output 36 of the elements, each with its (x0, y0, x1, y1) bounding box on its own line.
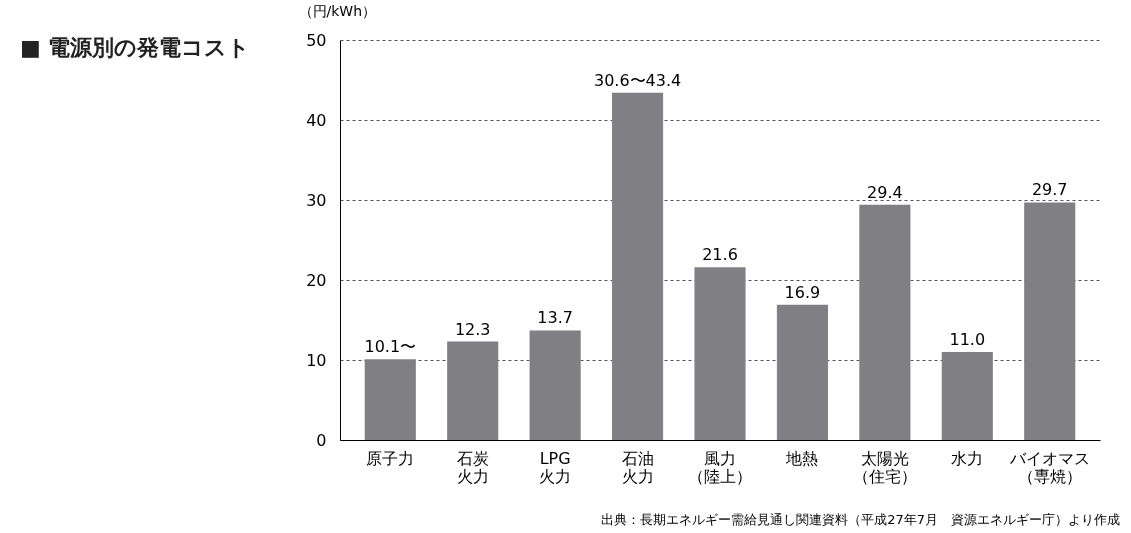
x-tick-label: 原子力 (366, 448, 415, 468)
bar (529, 330, 581, 440)
data-label: 11.0 (949, 330, 986, 349)
data-label: 29.7 (1031, 180, 1068, 200)
y-tick-label: 0 (316, 430, 327, 450)
data-label: 10.1〜 (364, 337, 417, 357)
y-tick-label: 10 (306, 350, 327, 370)
bar (859, 204, 911, 440)
data-label: 13.7 (537, 308, 573, 328)
x-tick-label: 石油火力 (621, 448, 654, 486)
y-tick-label: 40 (306, 110, 327, 130)
bar (447, 341, 499, 440)
y-axis-title: （円/kWh） (298, 2, 377, 19)
data-label: 16.9 (784, 282, 821, 302)
data-label: 30.6〜43.4 (593, 70, 682, 90)
x-tick-label: 風力（陸上） (688, 448, 752, 486)
x-tick-label: バイオマス（専焼） (1008, 448, 1090, 486)
x-tick-label: 石炭火力 (456, 448, 489, 486)
bar (694, 267, 746, 440)
x-tick-label: 太陽光（住宅） (852, 448, 917, 486)
y-tick-label: 30 (306, 190, 327, 210)
x-tick-label: 水力 (951, 448, 984, 468)
text: ■ 電源別の発電コスト (20, 35, 251, 60)
bar (364, 359, 416, 440)
data-label: 12.3 (454, 319, 491, 339)
data-label: 21.6 (702, 245, 738, 265)
source-note: 出典：長期エネルギー需給見通し関連資料（平成27年7月 資源エネルギー庁）より作成 (601, 512, 1120, 527)
y-tick-label: 50 (306, 30, 327, 50)
bar (1024, 202, 1076, 440)
bar (612, 92, 664, 440)
x-tick-label: LPG火力 (539, 448, 572, 486)
bar (776, 304, 828, 440)
bar (941, 352, 993, 440)
data-label: 29.4 (867, 182, 903, 202)
y-tick-label: 20 (306, 270, 327, 290)
x-tick-label: 地熱 (785, 448, 819, 468)
